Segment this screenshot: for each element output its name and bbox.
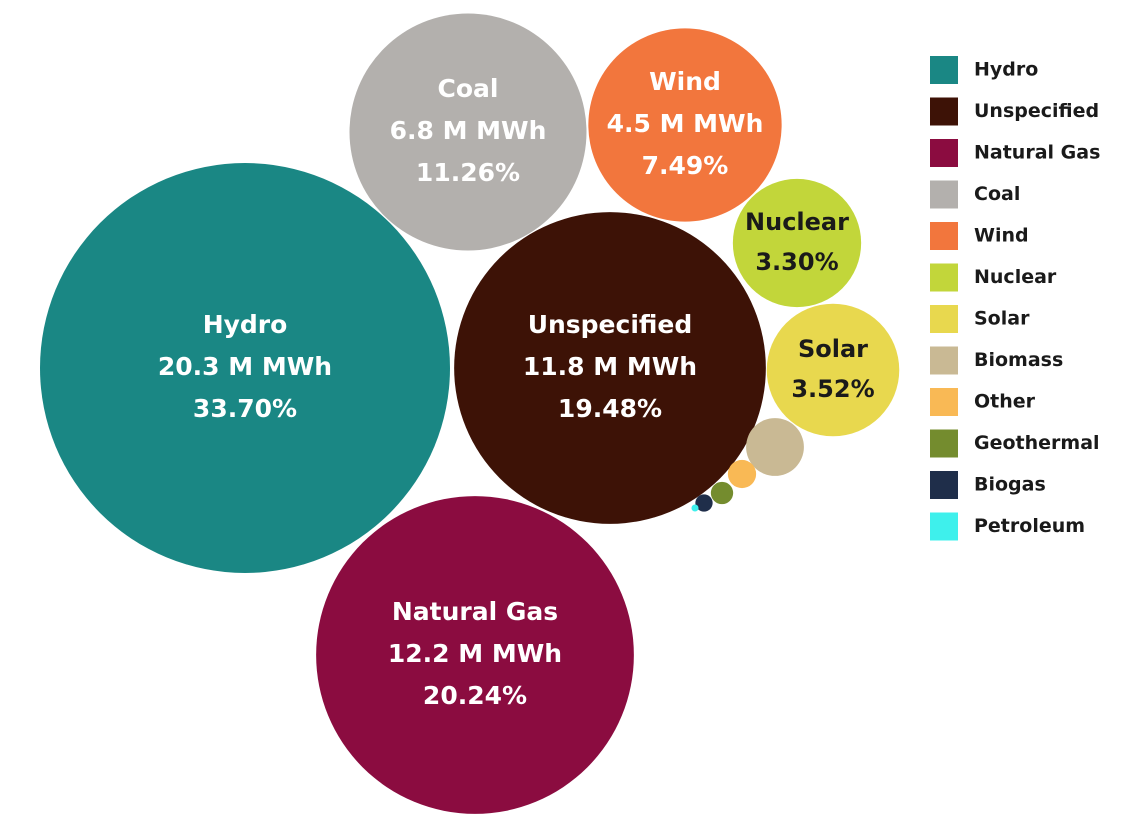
legend-label: Natural Gas — [974, 142, 1100, 164]
legend-label: Unspecified — [974, 100, 1099, 122]
bubble-name: Solar — [798, 335, 868, 363]
bubble — [40, 163, 450, 573]
bubble-name: Coal — [438, 74, 499, 103]
bubble — [588, 28, 782, 222]
bubble-percent: 20.24% — [423, 681, 527, 710]
legend-swatch — [930, 180, 958, 209]
bubble-name: Nuclear — [745, 208, 849, 236]
bubble — [732, 178, 862, 308]
bubble-percent: 33.70% — [193, 394, 297, 423]
bubble — [349, 13, 587, 251]
bubble-energy: 4.5 M MWh — [607, 109, 764, 138]
legend-swatch — [930, 263, 958, 292]
legend-swatch — [930, 56, 958, 84]
bubble-name: Wind — [649, 67, 721, 96]
bubble — [746, 418, 804, 476]
bubble — [454, 212, 766, 524]
legend-swatch — [930, 388, 958, 416]
legend-swatch — [930, 97, 958, 126]
bubble-name: Natural Gas — [392, 597, 558, 626]
legend-label: Petroleum — [974, 515, 1085, 537]
legend-swatch — [930, 305, 958, 333]
legend-swatch — [930, 471, 958, 499]
bubble-percent: 3.52% — [791, 375, 874, 403]
legend-swatch — [930, 222, 958, 250]
legend-swatch — [930, 512, 958, 541]
bubble — [727, 459, 757, 489]
legend-label: Biomass — [974, 349, 1063, 371]
bubble — [695, 494, 713, 512]
bubble-percent: 7.49% — [642, 151, 729, 180]
legend-label: Biogas — [974, 474, 1046, 496]
bubble-name: Unspecified — [528, 310, 693, 339]
bubble-percent: 19.48% — [558, 394, 662, 423]
bubble-name: Hydro — [203, 310, 288, 339]
legend-label: Geothermal — [974, 432, 1100, 454]
legend-label: Coal — [974, 183, 1020, 205]
legend-label: Other — [974, 391, 1036, 413]
legend-label: Nuclear — [974, 266, 1057, 288]
legend-swatch — [930, 429, 958, 458]
bubble-energy: 20.3 M MWh — [158, 352, 332, 381]
bubble-percent: 11.26% — [416, 158, 520, 187]
bubble — [710, 481, 734, 505]
legend-swatch — [930, 346, 958, 375]
bubble-energy: 12.2 M MWh — [388, 639, 562, 668]
legend-label: Hydro — [974, 59, 1038, 81]
bubble-percent: 3.30% — [755, 248, 838, 276]
bubble — [691, 504, 699, 512]
bubble-energy: 6.8 M MWh — [390, 116, 547, 145]
legend-label: Wind — [974, 225, 1029, 247]
bubble-energy: 11.8 M MWh — [523, 352, 697, 381]
legend-label: Solar — [974, 308, 1030, 330]
bubble — [316, 496, 634, 814]
bubble — [766, 303, 900, 437]
legend-swatch — [930, 139, 958, 167]
